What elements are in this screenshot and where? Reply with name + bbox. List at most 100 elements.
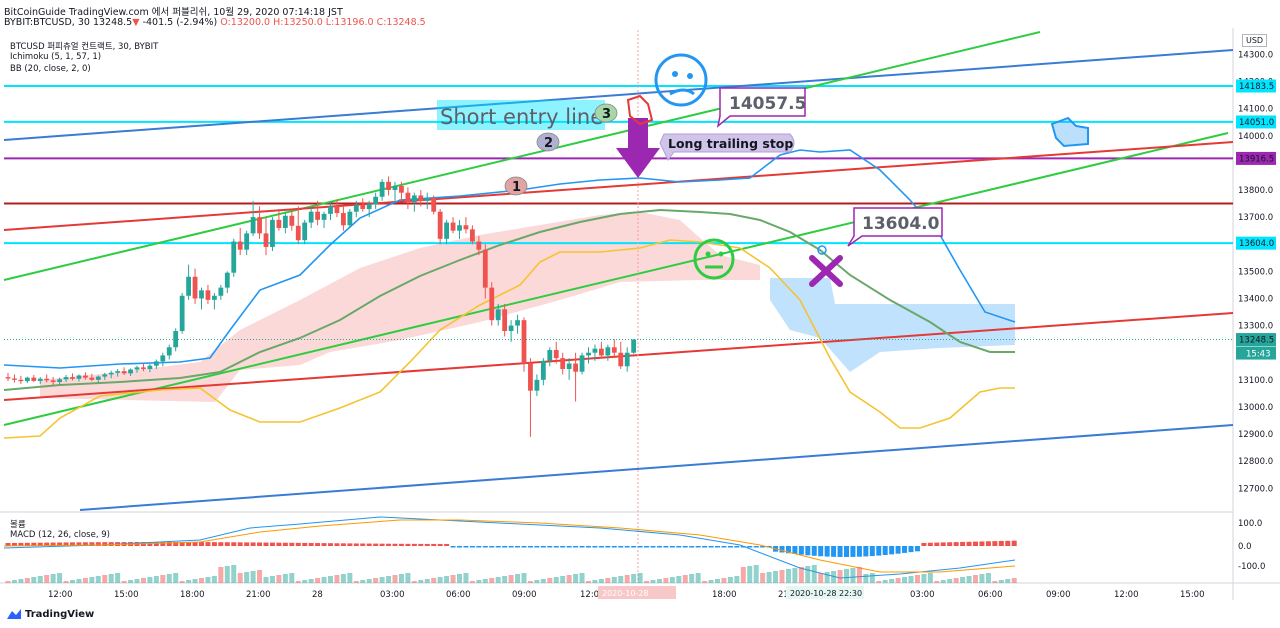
volume-bar xyxy=(424,579,430,583)
price-tick-label: 12700.0 xyxy=(1238,484,1273,494)
macd-bar xyxy=(669,546,675,548)
candle-body xyxy=(102,374,108,377)
volume-bar xyxy=(785,569,791,583)
trendline-green-lower xyxy=(3,132,1229,426)
volume-bar xyxy=(811,565,817,583)
volume-bar xyxy=(760,573,766,583)
legend-volume[interactable]: 볼륨 xyxy=(10,520,26,530)
volume-bar xyxy=(295,581,301,583)
volume-bar xyxy=(24,578,30,583)
volume-bar xyxy=(631,574,637,583)
currency-label[interactable]: USD xyxy=(1242,34,1268,47)
candle-body xyxy=(205,290,211,300)
macd-bar xyxy=(450,546,456,548)
macd-bar xyxy=(37,542,43,546)
time-tick-label: 28 xyxy=(312,590,323,600)
candle-body xyxy=(128,369,133,374)
candle-body xyxy=(192,276,198,299)
macd-bar xyxy=(702,546,708,548)
macd-bar xyxy=(373,543,379,546)
volume-bar xyxy=(347,573,353,583)
volume-bar xyxy=(431,578,437,583)
volume-bar xyxy=(540,579,546,583)
macd-bar xyxy=(315,543,321,546)
price-tick-label: 12900.0 xyxy=(1238,430,1273,440)
legend-bb[interactable]: BB (20, close, 2, 0) xyxy=(10,64,91,74)
macd-bar xyxy=(618,546,624,548)
volume-bar xyxy=(457,574,462,583)
confused-face-icon xyxy=(654,53,708,107)
candle-body xyxy=(353,204,359,212)
candle-body xyxy=(547,350,553,361)
volume-bar xyxy=(334,575,340,583)
balloon-2-text: 2 xyxy=(544,136,553,151)
candle-body xyxy=(470,229,475,242)
crosshair-date-box xyxy=(598,586,676,599)
candle-body xyxy=(44,378,50,381)
volume-bar xyxy=(611,577,617,583)
volume-bar xyxy=(95,576,101,583)
macd-bar xyxy=(244,542,250,546)
time-tick-label: 21:00 xyxy=(246,590,271,600)
candle-body xyxy=(624,352,630,367)
volume-bar xyxy=(82,578,88,583)
macd-bar xyxy=(734,546,740,548)
candle-body xyxy=(244,233,250,250)
macd-bar xyxy=(863,546,869,557)
volume-bar xyxy=(721,578,727,583)
macd-bar xyxy=(489,546,495,548)
macd-bar xyxy=(527,546,533,548)
macd-bar xyxy=(856,546,862,557)
candle-body xyxy=(392,185,398,190)
volume-bar xyxy=(727,577,733,583)
legend-macd[interactable]: MACD (12, 26, close, 9) xyxy=(10,530,110,540)
volume-bar xyxy=(592,580,598,583)
volume-bar xyxy=(947,579,953,583)
callout-mid-text: 13604.0 xyxy=(862,214,940,234)
candle-body xyxy=(83,375,88,378)
volume-bar xyxy=(734,576,740,583)
macd-bar xyxy=(1011,540,1017,546)
candle-body xyxy=(334,206,340,214)
macd-bar xyxy=(960,541,966,546)
macd-bar xyxy=(818,546,824,557)
volume-bar xyxy=(63,581,69,583)
macd-bar xyxy=(908,546,914,553)
macd-bar xyxy=(560,546,566,548)
volume-bar xyxy=(147,577,153,583)
macd-bar xyxy=(282,542,288,546)
macd-bar xyxy=(289,542,295,546)
tradingview-logo[interactable]: TradingView xyxy=(6,608,94,620)
volume-bar xyxy=(708,580,714,583)
volume-bar xyxy=(527,581,533,583)
candle-body xyxy=(521,320,527,364)
volume-bar xyxy=(889,579,895,583)
volume-bar xyxy=(360,580,366,583)
candle-body xyxy=(50,380,56,382)
macd-bar xyxy=(424,543,430,546)
candle-body xyxy=(373,196,379,205)
volume-bar xyxy=(508,575,514,583)
candle-body xyxy=(450,222,456,231)
legend-ichimoku[interactable]: Ichimoku (5, 1, 57, 1) xyxy=(10,52,102,62)
macd-bar xyxy=(63,542,69,546)
volume-bar xyxy=(689,574,695,583)
price-change: -401.5 (-2.94%) xyxy=(142,17,218,28)
macd-bar xyxy=(656,546,662,548)
legend-title: BTCUSD 퍼피츄얼 컨트랙트, 30, BYBIT xyxy=(10,42,159,52)
macd-bar xyxy=(463,546,469,548)
volume-bar xyxy=(411,581,417,583)
candle-body xyxy=(495,309,501,321)
candle-body xyxy=(224,272,230,288)
macd-bar xyxy=(637,546,643,548)
high-value: H:13250.0 xyxy=(273,17,323,28)
time-tick-label: 15:00 xyxy=(114,590,139,600)
callout-high-text: 14057.5 xyxy=(729,94,806,114)
candle-body xyxy=(328,206,333,214)
time-tick-label: 12:00 xyxy=(580,590,605,600)
price-tick-label: 13300.0 xyxy=(1238,322,1273,332)
confused-face-mouth xyxy=(669,88,695,96)
macd-bar xyxy=(102,542,108,546)
macd-bar xyxy=(631,546,637,548)
